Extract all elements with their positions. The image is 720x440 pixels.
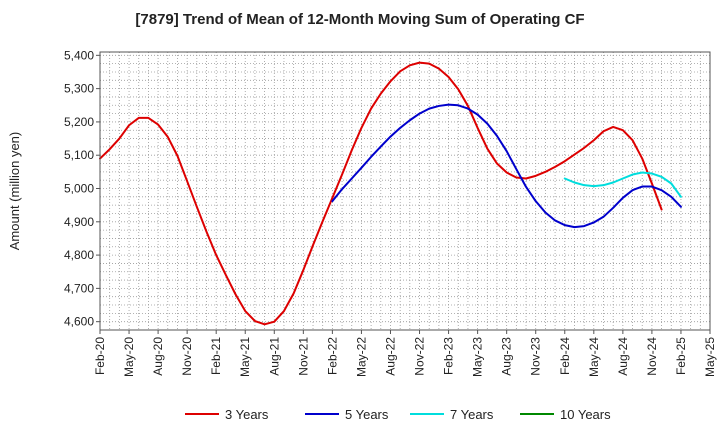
y-tick-label: 5,200: [64, 115, 94, 129]
plot-area: [100, 52, 710, 330]
x-tick-label: May-24: [587, 337, 601, 377]
x-tick-label: Feb-23: [442, 337, 456, 375]
x-tick-label: Feb-25: [674, 337, 688, 375]
series-line-3-years: [99, 61, 663, 326]
legend-label: 5 Years: [345, 407, 389, 422]
x-tick-label: Feb-22: [325, 337, 339, 375]
x-tick-label: Aug-24: [616, 337, 630, 376]
x-tick-label: Aug-20: [151, 337, 165, 376]
x-tick-label: Nov-21: [296, 337, 310, 376]
y-tick-label: 5,000: [64, 182, 94, 196]
x-tick-label: Feb-21: [209, 337, 223, 375]
y-tick-label: 4,700: [64, 281, 94, 295]
y-axis-ticks: 4,600 4,700 4,800 4,900 5,000 5,100 5,200 5,300…: [64, 48, 100, 329]
x-tick-label: May-23: [471, 337, 485, 377]
y-tick-label: 4,800: [64, 248, 94, 262]
x-tick-label: May-20: [122, 337, 136, 377]
series-lines: [99, 61, 682, 326]
series-line-5-years: [331, 103, 682, 229]
chart-title: [7879] Trend of Mean of 12-Month Moving …: [135, 11, 584, 28]
legend-label: 3 Years: [225, 407, 269, 422]
x-tick-label: Nov-22: [413, 337, 427, 376]
grid-lines: [100, 52, 710, 331]
x-tick-label: Aug-22: [383, 337, 397, 376]
x-tick-label: Nov-23: [529, 337, 543, 376]
series-line-7-years: [563, 171, 682, 198]
y-tick-label: 4,600: [64, 315, 94, 329]
x-tick-label: Feb-24: [558, 337, 572, 375]
y-tick-label: 5,100: [64, 148, 94, 162]
x-tick-label: Aug-21: [267, 337, 281, 376]
legend: 3 Years 5 Years 7 Years 10 Years: [185, 407, 611, 422]
x-tick-label: May-25: [703, 337, 717, 377]
y-axis-label: Amount (million yen): [7, 132, 22, 251]
x-axis-ticks: Feb-20 May-20 Aug-20 Nov-20 Feb-21 May-21 Aug-…: [93, 330, 717, 377]
x-tick-label: Nov-20: [180, 337, 194, 376]
y-tick-label: 4,900: [64, 215, 94, 229]
x-tick-label: Feb-20: [93, 337, 107, 375]
y-tick-label: 5,400: [64, 48, 94, 62]
legend-label: 10 Years: [560, 407, 611, 422]
x-tick-label: May-21: [238, 337, 252, 377]
plot-frame: [99, 51, 711, 331]
y-tick-label: 5,300: [64, 82, 94, 96]
x-tick-label: May-22: [354, 337, 368, 377]
legend-label: 7 Years: [450, 407, 494, 422]
x-tick-label: Aug-23: [500, 337, 514, 376]
x-tick-label: Nov-24: [645, 337, 659, 376]
